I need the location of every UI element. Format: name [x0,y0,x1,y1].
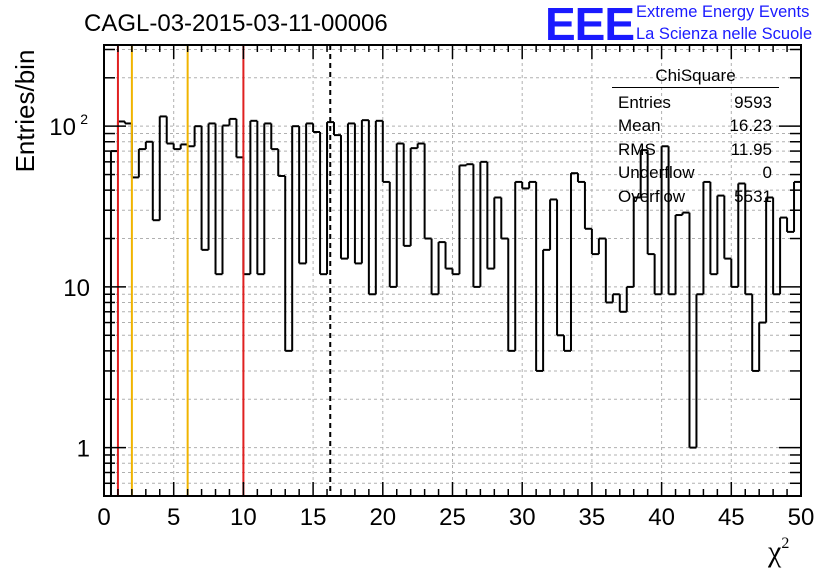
x-axis-label-chi: χ [768,535,782,568]
x-tick-label: 45 [718,504,745,531]
reference-lines [116,45,332,496]
stats-row-underflow: Underflow 0 [612,161,779,184]
stats-value: 0 [762,163,772,183]
x-tick-label: 30 [509,504,536,531]
x-tick-label: 50 [788,504,815,531]
stats-row-rms: RMS 11.95 [612,138,779,161]
stats-value: 16.23 [729,116,772,136]
y-axis-label: Entries/bin [10,49,40,173]
x-tick-label: 0 [97,504,110,531]
y-tick-label-superscript: 2 [80,111,88,127]
stats-label: Overflow [618,186,686,206]
x-axis-label: χ2 [768,535,789,569]
stats-box-title: ChiSquare [612,66,779,88]
y-tick-label: 10 [63,275,90,302]
stats-label: Mean [618,116,661,136]
x-tick-label: 35 [579,504,606,531]
chart-title: CAGL-03-2015-03-11-00006 [84,10,388,37]
stats-label: Underflow [618,163,695,183]
eee-logo-mark: EEE [545,0,635,50]
axis-ticks [103,45,802,497]
x-tick-label: 5 [167,504,180,531]
stats-value: 5531 [734,186,772,206]
x-tick-label: 40 [648,504,675,531]
eee-logo-line-2: La Scienza nelle Scuole [636,25,813,43]
x-axis-label-superscript: 2 [781,535,790,552]
x-tick-label: 10 [230,504,257,531]
y-tick-label: 10 [49,114,76,141]
stats-row-overflow: Overflow 5531 [612,185,779,208]
x-tick-label: 20 [369,504,396,531]
eee-logo-line-1: Extreme Energy Events [636,3,810,21]
x-tick-label: 25 [439,504,466,531]
stats-box: ChiSquare Entries 9593 Mean 16.23 RMS 11.95… [612,66,779,208]
stats-label: RMS [618,139,656,159]
stats-row-entries: Entries 9593 [612,91,779,114]
stats-label: Entries [618,93,671,112]
stats-row-mean: Mean 16.23 [612,114,779,137]
y-tick-label: 1 [77,436,90,463]
stats-value: 9593 [734,93,772,112]
x-tick-label: 15 [300,504,327,531]
stats-value: 11.95 [730,139,772,159]
histogram-bins [104,115,801,497]
